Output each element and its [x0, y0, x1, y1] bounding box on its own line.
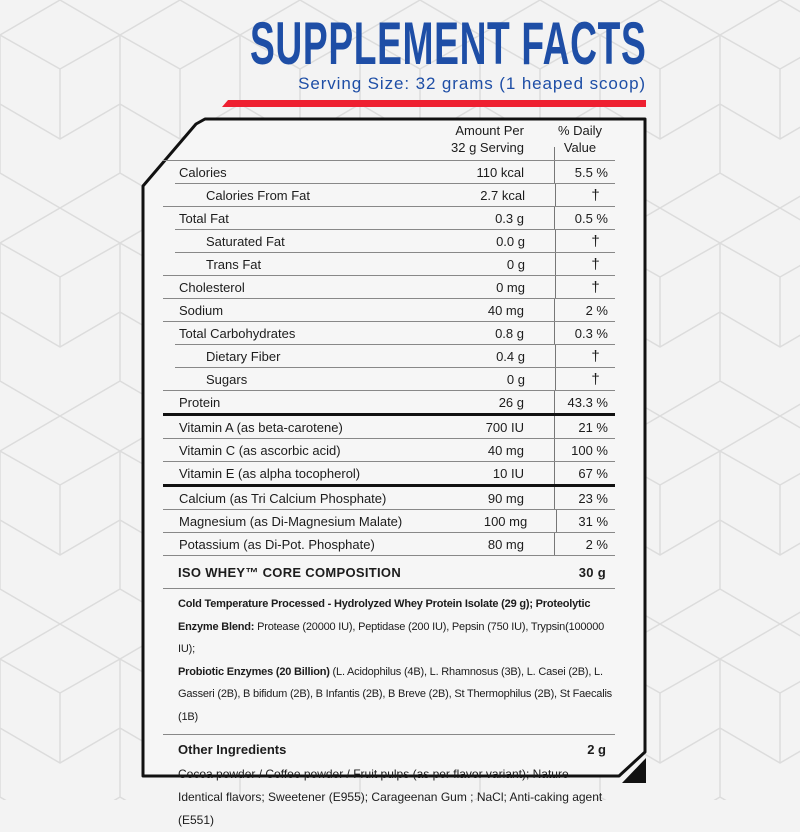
nutrient-label: Vitamin A (as beta-carotene)	[179, 419, 343, 435]
amount-column-header: Amount Per 32 g Serving	[451, 122, 524, 156]
table-row: Saturated Fat 0.0 g †	[175, 229, 615, 252]
label-frame	[141, 100, 647, 783]
nutrient-label: Sugars	[206, 371, 248, 387]
nutrient-label: Total Fat	[179, 210, 229, 226]
nutrient-label: Potassium (as Di-Pot. Phosphate)	[179, 536, 375, 552]
daily-value: †	[555, 276, 615, 298]
nutrient-amount: 110 kcal	[476, 164, 524, 180]
amount-header-line: 32 g Serving	[451, 140, 524, 155]
daily-value: 2 %	[554, 533, 615, 555]
panel-border	[141, 117, 647, 778]
nutrient-amount: 40 mg	[487, 302, 524, 318]
daily-value: 100 %	[554, 439, 615, 461]
composition-text: Cold Temperature Processed - Hydrolyzed …	[163, 589, 615, 734]
table-row: Calories From Fat 2.7 kcal †	[175, 183, 615, 206]
composition-detail: (L. Acidophilus (4B), L. Rhamnosus (3B),…	[178, 665, 612, 723]
serving-size: Serving Size: 32 grams (1 heaped scoop)	[298, 74, 646, 93]
nutrient-amount: 0 g	[506, 256, 525, 272]
nutrient-amount: 80 mg	[487, 536, 524, 552]
nutrient-amount: 90 mg	[487, 490, 524, 506]
nutrient-label: Calcium (as Tri Calcium Phosphate)	[179, 490, 387, 506]
nutrient-amount: 40 mg	[487, 442, 524, 458]
table-row: Total Fat 0.3 g 0.5 %	[163, 206, 615, 229]
table-row: Magnesium (as Di-Magnesium Malate) 100 mg…	[163, 509, 615, 532]
composition-detail: Protease (20000 IU), Peptidase (200 IU),…	[178, 620, 605, 656]
nutrient-label: Sodium	[179, 302, 224, 318]
column-divider	[554, 147, 555, 160]
nutrient-label: Saturated Fat	[206, 233, 285, 249]
table-row: Dietary Fiber 0.4 g †	[175, 344, 615, 367]
table-row: Cholesterol 0 mg †	[163, 275, 615, 298]
daily-value: 31 %	[556, 510, 615, 532]
table-header: Amount Per 32 g Serving % Daily Value	[163, 118, 615, 160]
daily-value: 0.5 %	[554, 207, 615, 229]
table-row: Sodium 40 mg 2 %	[163, 298, 615, 321]
nutrient-label: Vitamin C (as ascorbic acid)	[179, 442, 341, 458]
nutrient-amount: 0.3 g	[495, 210, 524, 226]
table-row: Sugars 0 g †	[175, 367, 615, 390]
nutrient-label: Vitamin E (as alpha tocopherol)	[179, 465, 361, 481]
nutrient-amount: 700 IU	[485, 419, 524, 435]
nutrient-amount: 100 mg	[483, 513, 528, 529]
other-ingredients-header: Other Ingredients 2 g	[163, 734, 615, 763]
nutrient-amount: 0 mg	[496, 279, 525, 295]
nutrient-rows: Calories 110 kcal 5.5 % Calories From Fat 2.…	[163, 160, 615, 555]
nutrient-amount: 10 IU	[492, 465, 524, 481]
nutrient-label: Trans Fat	[206, 256, 262, 272]
table-row: Vitamin E (as alpha tocopherol) 10 IU 67 %	[163, 461, 615, 484]
nutrient-label: Dietary Fiber	[206, 348, 281, 364]
daily-value: 0.3 %	[554, 322, 615, 344]
other-ingredients-text: Cocoa powder / Coffee powder / Fruit pul…	[178, 767, 603, 827]
table-row: Trans Fat 0 g †	[175, 252, 615, 275]
nutrient-amount: 2.7 kcal	[480, 187, 525, 203]
table-row: Total Carbohydrates 0.8 g 0.3 %	[163, 321, 615, 344]
nutrient-label: Calories	[179, 164, 227, 180]
composition-title: ISO WHEY™ CORE COMPOSITION	[178, 564, 402, 580]
nutrient-label: Magnesium (as Di-Magnesium Malate)	[179, 513, 403, 529]
table-row: Calcium (as Tri Calcium Phosphate) 90 mg 2…	[163, 484, 615, 509]
daily-value: 2 %	[554, 299, 615, 321]
facts-panel: Amount Per 32 g Serving % Daily Value Calo…	[163, 118, 615, 832]
table-row: Vitamin C (as ascorbic acid) 40 mg 100 %	[163, 438, 615, 461]
dv-header-line: Value	[563, 140, 597, 155]
nutrient-amount: 0 g	[506, 371, 525, 387]
composition-bold: Probiotic Enzymes (20 Billion)	[178, 665, 330, 678]
daily-value: 5.5 %	[554, 161, 615, 183]
nutrient-label: Total Carbohydrates	[179, 325, 296, 341]
daily-value: †	[555, 184, 615, 206]
dv-column-header: % Daily Value	[552, 122, 608, 156]
daily-value: †	[555, 368, 615, 390]
daily-value: 67 %	[554, 462, 615, 484]
table-row: Protein 26 g 43.3 %	[163, 390, 615, 413]
table-row: Vitamin A (as beta-carotene) 700 IU 21 %	[163, 413, 615, 438]
daily-value: †	[555, 253, 615, 275]
accent-bar	[222, 100, 646, 107]
nutrient-amount: 0.4 g	[496, 348, 525, 364]
nutrient-amount: 0.8 g	[495, 325, 524, 341]
nutrient-amount: 0.0 g	[496, 233, 525, 249]
composition-amount: 30 g	[578, 564, 606, 580]
other-ingredients-amount: 2 g	[587, 741, 606, 757]
composition-header: ISO WHEY™ CORE COMPOSITION 30 g	[163, 555, 615, 589]
composition-bold: Cold Temperature Processed - Hydrolyzed …	[178, 598, 591, 633]
daily-value: 43.3 %	[554, 391, 615, 413]
other-ingredients-title: Other Ingredients	[178, 741, 287, 757]
nutrient-label: Calories From Fat	[206, 187, 311, 203]
nutrient-label: Protein	[179, 394, 221, 410]
amount-header-line: Amount Per	[455, 123, 524, 138]
nutrient-label: Cholesterol	[179, 279, 245, 295]
page-title: SUPPLEMENT FACTS	[249, 10, 646, 77]
daily-value: 23 %	[554, 487, 615, 509]
corner-triangle	[622, 758, 646, 783]
dv-header-line: % Daily	[557, 123, 603, 138]
daily-value: 21 %	[554, 416, 615, 438]
daily-value: †	[555, 230, 615, 252]
table-row: Calories 110 kcal 5.5 %	[163, 160, 615, 183]
nutrient-amount: 26 g	[498, 394, 524, 410]
daily-value: †	[555, 345, 615, 367]
table-row: Potassium (as Di-Pot. Phosphate) 80 mg 2 %	[163, 532, 615, 555]
